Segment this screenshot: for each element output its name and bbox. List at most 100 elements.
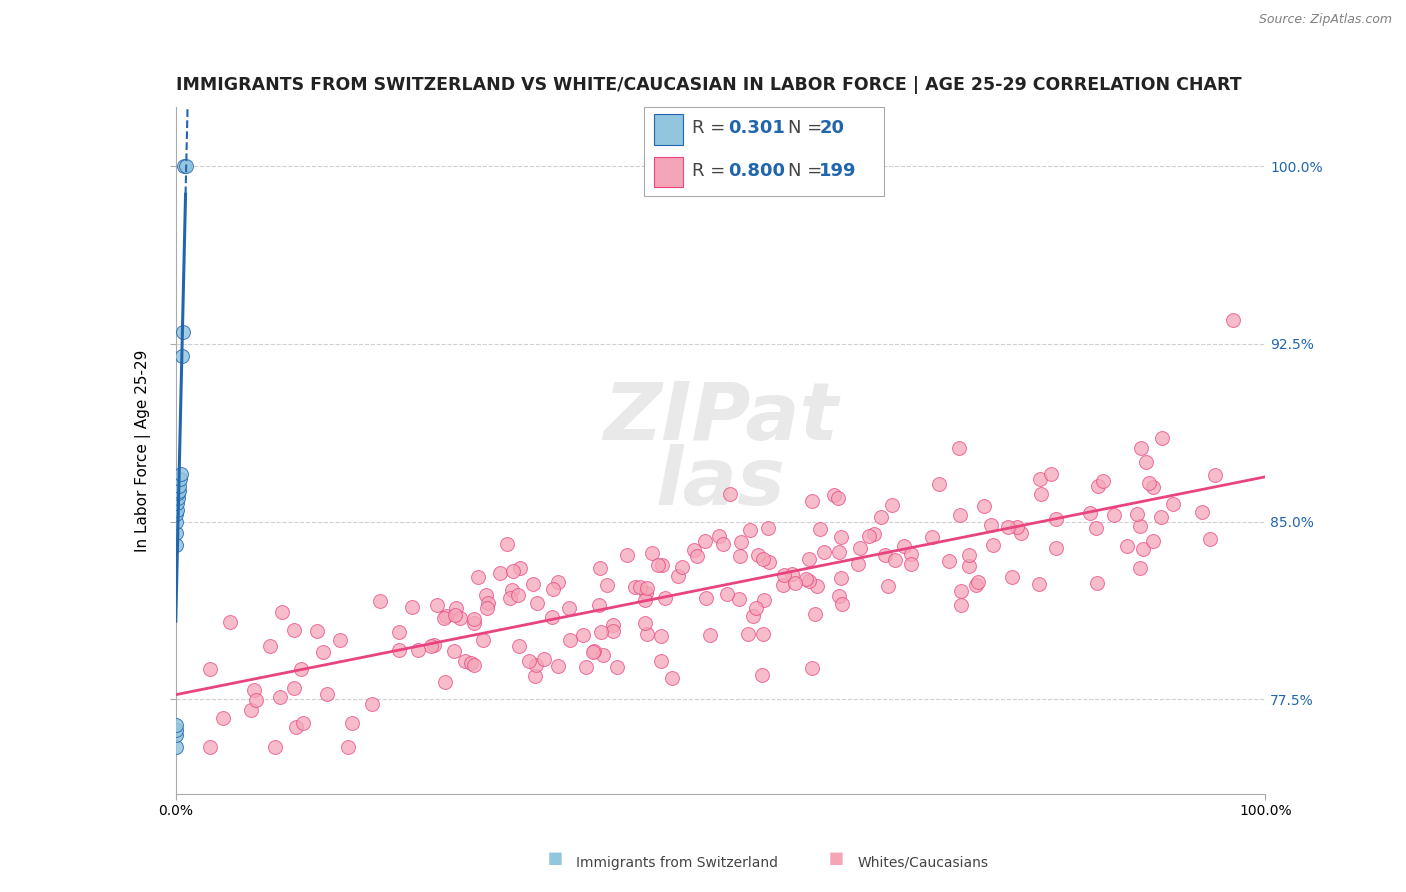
- Point: [747, 548, 769, 562]
- Point: [1092, 475, 1115, 489]
- Point: [264, 739, 287, 754]
- Point: [758, 521, 780, 535]
- Point: [997, 520, 1019, 534]
- Point: [523, 669, 546, 683]
- Point: [823, 488, 845, 502]
- Point: [730, 535, 752, 549]
- Point: [1040, 467, 1063, 482]
- Point: [900, 558, 922, 572]
- Point: [269, 690, 291, 704]
- Point: [291, 715, 314, 730]
- Point: [602, 618, 624, 632]
- Point: [1142, 480, 1164, 494]
- Point: [682, 543, 704, 558]
- Point: [800, 494, 823, 508]
- Point: [388, 643, 411, 657]
- Point: [475, 601, 498, 615]
- Point: [517, 654, 540, 668]
- Point: [305, 624, 328, 639]
- Point: [1132, 542, 1154, 557]
- Point: [432, 611, 454, 625]
- Point: [948, 441, 970, 455]
- Point: [938, 553, 960, 567]
- Point: [1045, 512, 1067, 526]
- Point: [752, 593, 775, 607]
- Text: ▪: ▪: [828, 846, 845, 870]
- Point: [1029, 486, 1052, 500]
- Point: [558, 600, 581, 615]
- Point: [695, 591, 717, 606]
- Point: [285, 720, 308, 734]
- Point: [454, 654, 477, 668]
- Point: [666, 569, 689, 583]
- Point: [434, 609, 457, 624]
- Point: [1135, 455, 1157, 469]
- Point: [849, 541, 872, 555]
- Point: [340, 716, 363, 731]
- Point: [198, 662, 221, 676]
- Point: [799, 552, 821, 566]
- Point: [547, 659, 569, 673]
- Point: [419, 640, 441, 654]
- Point: [949, 583, 972, 598]
- Point: [1005, 520, 1028, 534]
- Point: [444, 601, 467, 615]
- Point: [167, 491, 190, 505]
- Point: [212, 710, 235, 724]
- Point: [591, 624, 613, 639]
- Point: [1001, 569, 1024, 583]
- Point: [1129, 519, 1152, 533]
- Point: [1161, 497, 1184, 511]
- Point: [592, 648, 614, 662]
- Point: [965, 578, 987, 592]
- Point: [636, 627, 658, 641]
- Point: [1150, 510, 1173, 524]
- Point: [711, 537, 734, 551]
- Y-axis label: In Labor Force | Age 25-29: In Labor Force | Age 25-29: [135, 350, 152, 551]
- Point: [499, 591, 522, 605]
- Text: ▪: ▪: [547, 846, 564, 870]
- Point: [165, 728, 187, 742]
- Point: [957, 548, 980, 562]
- Point: [167, 486, 190, 500]
- Point: [884, 553, 907, 567]
- Point: [636, 586, 658, 600]
- Point: [283, 623, 305, 637]
- Point: [444, 607, 467, 622]
- Point: [219, 615, 242, 630]
- Point: [772, 578, 794, 592]
- Point: [863, 526, 886, 541]
- Point: [772, 568, 794, 582]
- Point: [165, 718, 187, 732]
- Point: [472, 633, 495, 648]
- Point: [1010, 526, 1032, 541]
- Point: [315, 687, 337, 701]
- Point: [949, 508, 972, 523]
- Point: [695, 534, 717, 549]
- Point: [165, 538, 187, 552]
- Text: R =: R =: [692, 162, 731, 180]
- Point: [699, 628, 721, 642]
- Point: [488, 566, 510, 581]
- Point: [651, 558, 673, 572]
- Point: [1085, 575, 1108, 590]
- Point: [502, 564, 524, 578]
- Point: [283, 681, 305, 696]
- Point: [198, 739, 221, 754]
- Point: [172, 325, 194, 339]
- Point: [463, 615, 485, 630]
- Point: [582, 645, 605, 659]
- FancyBboxPatch shape: [654, 114, 683, 145]
- Point: [243, 682, 266, 697]
- Point: [966, 575, 988, 590]
- Point: [496, 537, 519, 551]
- Point: [1130, 441, 1153, 455]
- Point: [312, 645, 335, 659]
- Point: [165, 739, 187, 754]
- Point: [650, 628, 672, 642]
- FancyBboxPatch shape: [644, 107, 884, 196]
- Point: [661, 671, 683, 685]
- Point: [1087, 478, 1109, 492]
- Point: [336, 739, 359, 754]
- Point: [973, 499, 995, 513]
